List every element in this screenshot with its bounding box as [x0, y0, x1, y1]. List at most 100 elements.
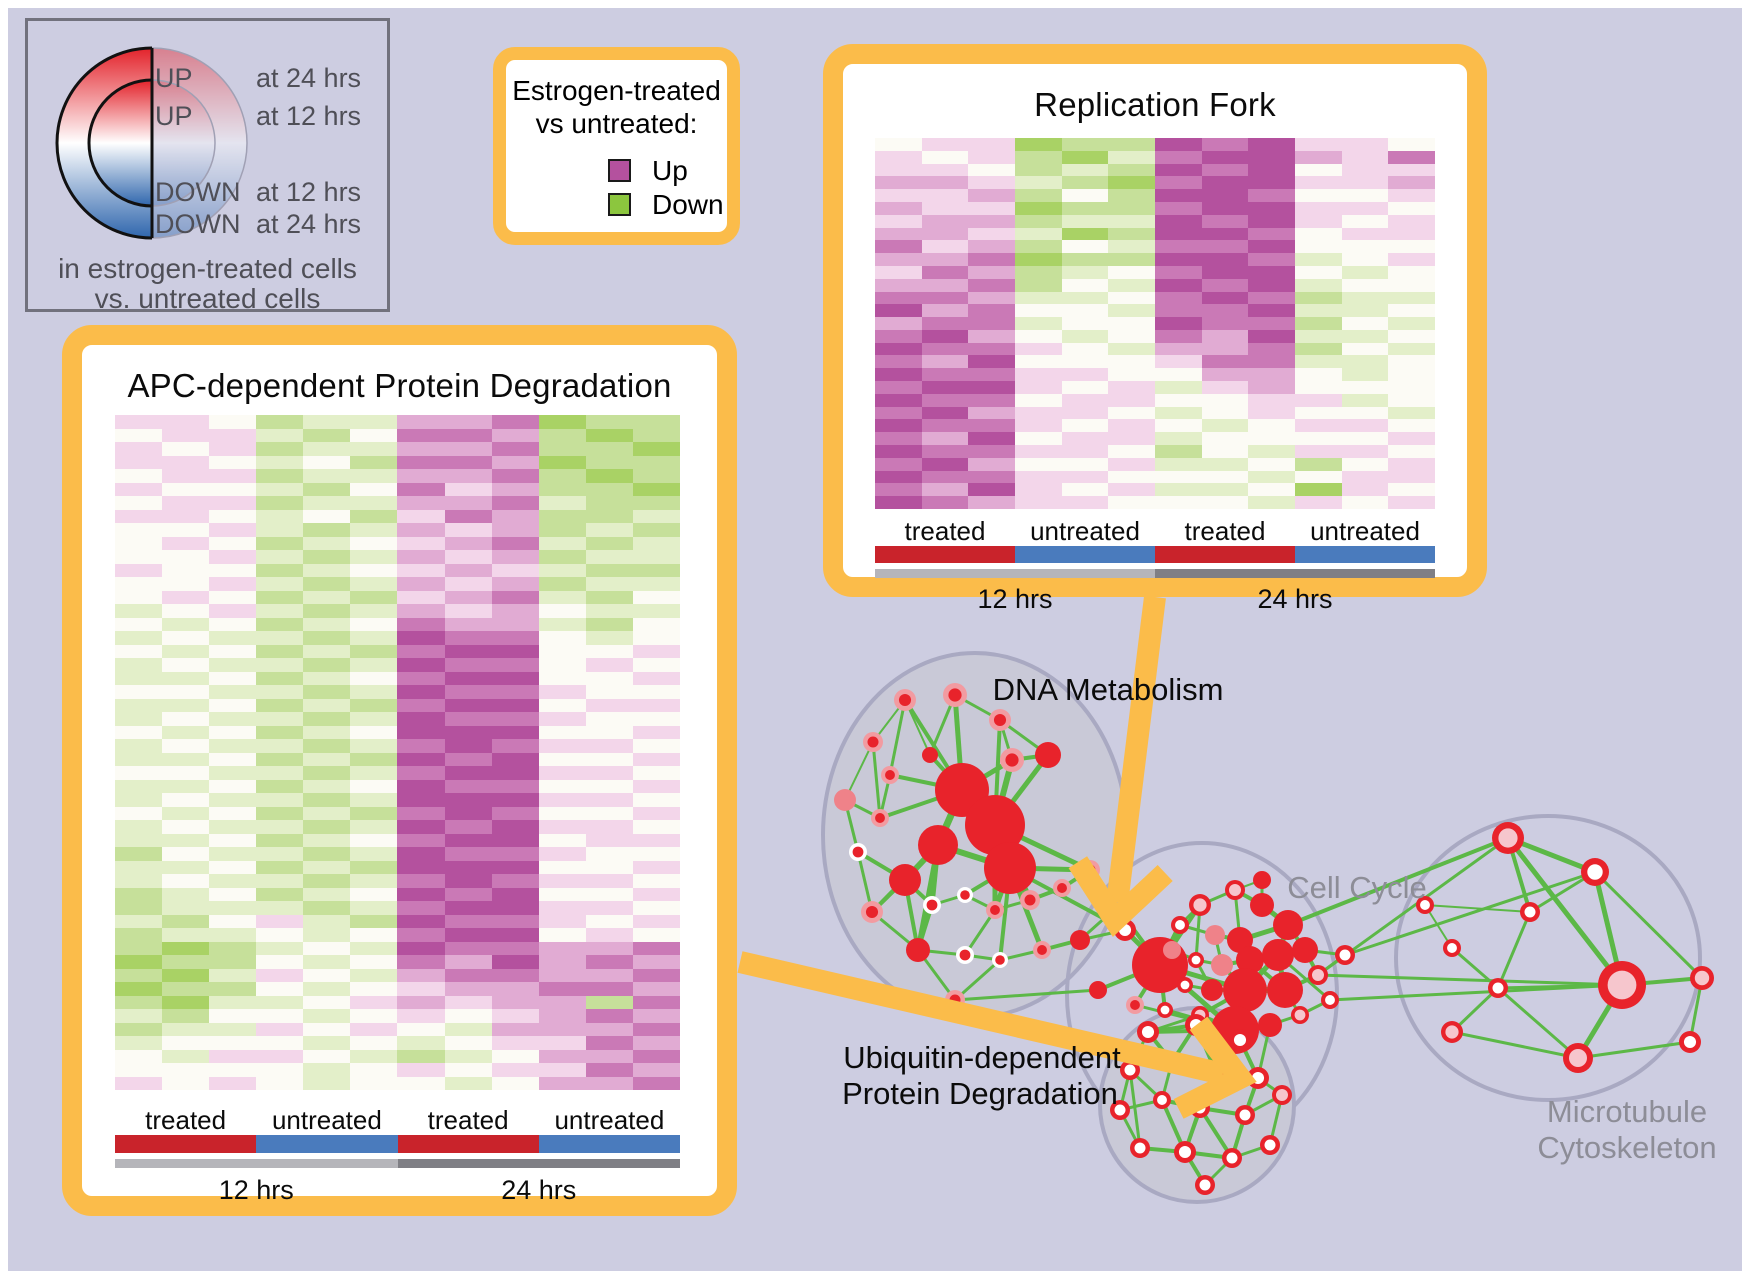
- heatmap-cell: [303, 914, 351, 928]
- scale-legend-box: UP at 24 hrs UP at 12 hrs DOWN at 12 hrs…: [25, 18, 390, 314]
- heatmap-cell: [350, 631, 398, 645]
- heatmap-cell: [1155, 406, 1202, 420]
- heatmap-cell: [1341, 150, 1389, 164]
- heatmap-cell: [115, 739, 163, 753]
- heatmap-cell: [115, 442, 163, 456]
- heatmap-cell: [397, 482, 445, 496]
- network-node: [922, 747, 938, 763]
- heatmap-cell: [632, 496, 680, 510]
- down-24-label: DOWN: [155, 209, 241, 239]
- heatmap-cell: [209, 1009, 257, 1023]
- heatmap-cell: [162, 617, 210, 631]
- network-node-core: [867, 736, 879, 748]
- heatmap-cell: [1295, 342, 1342, 356]
- network-node-core: [1114, 1104, 1126, 1116]
- heatmap-cell: [585, 820, 633, 834]
- heatmap-cell: [921, 176, 969, 190]
- heatmap-cell: [256, 1076, 304, 1090]
- heatmap-cell: [1108, 227, 1155, 241]
- heatmap-cell: [1155, 496, 1202, 509]
- heatmap-cell: [1015, 291, 1062, 305]
- heatmap-cell: [921, 355, 969, 369]
- heatmap-cell: [632, 901, 680, 915]
- heatmap-cell: [350, 523, 398, 537]
- heatmap-cell: [538, 982, 586, 996]
- heatmap-cell: [162, 685, 210, 699]
- untreated-bar: [256, 1135, 398, 1153]
- heatmap-cell: [303, 644, 351, 658]
- heatmap-cell: [444, 725, 492, 739]
- heatmap-cell: [256, 779, 304, 793]
- heatmap-cell: [585, 1009, 633, 1023]
- heatmap-cell: [491, 604, 539, 618]
- heatmap-cell: [1061, 214, 1109, 228]
- heatmap-cell: [1061, 227, 1109, 241]
- heatmap-cell: [115, 833, 163, 847]
- repfork-time-bar: [875, 569, 1435, 578]
- heatmap-cell: [1061, 265, 1109, 279]
- heatmap-cell: [209, 509, 257, 523]
- network-edge: [1506, 836, 1624, 987]
- heatmap-cell: [491, 820, 539, 834]
- heatmap-cell: [875, 445, 922, 458]
- heatmap-cell: [209, 725, 257, 739]
- heatmap-cell: [256, 806, 304, 820]
- heatmap-cell: [1201, 278, 1249, 292]
- heatmap-cell: [538, 1076, 586, 1090]
- down-24-time: at 24 hrs: [256, 209, 362, 239]
- heatmap-cell: [162, 860, 210, 874]
- heatmap-cell: [397, 914, 445, 928]
- heatmap-cell: [538, 1036, 586, 1050]
- heatmap-cell: [115, 1049, 163, 1063]
- heatmap-cell: [444, 1009, 492, 1023]
- heatmap-cell: [1108, 278, 1155, 292]
- heatmap-cell: [256, 590, 304, 604]
- heatmap-cell: [256, 833, 304, 847]
- heatmap-cell: [538, 523, 586, 537]
- network-node-core: [1524, 906, 1536, 918]
- heatmap-cell: [921, 432, 969, 446]
- heatmap-cell: [397, 712, 445, 726]
- heatmap-cell: [1295, 150, 1342, 164]
- heatmap-cell: [1108, 445, 1155, 458]
- heatmap-cell: [1248, 355, 1295, 369]
- heatmap-cell: [538, 563, 586, 577]
- network-node: [1250, 893, 1274, 917]
- heatmap-cell: [209, 482, 257, 496]
- heatmap-cell: [1388, 240, 1435, 254]
- heatmap-cell: [1155, 317, 1202, 330]
- heatmap-cell: [1248, 227, 1295, 241]
- heatmap-cell: [1248, 278, 1295, 292]
- network-node-core: [1226, 1152, 1238, 1164]
- repfork-condition-bar: [875, 546, 1435, 563]
- heatmap-cell: [350, 1009, 398, 1023]
- heatmap-cell: [1341, 496, 1389, 509]
- heatmap-cell: [303, 752, 351, 766]
- network-node-core: [993, 713, 1007, 727]
- heatmap-cell: [491, 901, 539, 915]
- heatmap-cell: [1388, 419, 1435, 433]
- heatmap-cell: [1015, 304, 1062, 318]
- heatmap-cell: [303, 509, 351, 523]
- heatmap-cell: [1388, 227, 1435, 241]
- heatmap-cell: [1061, 291, 1109, 305]
- heatmap-cell: [397, 752, 445, 766]
- heatmap-cell: [350, 833, 398, 847]
- heatmap-cell: [162, 536, 210, 550]
- heatmap-cell: [1061, 176, 1109, 190]
- heatmap-cell: [397, 941, 445, 955]
- heatmap-cell: [444, 968, 492, 982]
- heatmap-cell: [1388, 483, 1435, 497]
- heatmap-cell: [491, 577, 539, 591]
- heatmap-cell: [115, 415, 163, 429]
- heatmap-cell: [1295, 368, 1342, 382]
- network-node-core: [1178, 1145, 1192, 1159]
- heatmap-cell: [1155, 393, 1202, 407]
- heatmap-cell: [115, 779, 163, 793]
- heatmap-cell: [1015, 240, 1062, 254]
- network-node: [889, 864, 921, 896]
- heatmap-cell: [1295, 483, 1342, 497]
- network-node: [984, 842, 1036, 894]
- heatmap-cell: [303, 482, 351, 496]
- heatmap-cell: [1248, 265, 1295, 279]
